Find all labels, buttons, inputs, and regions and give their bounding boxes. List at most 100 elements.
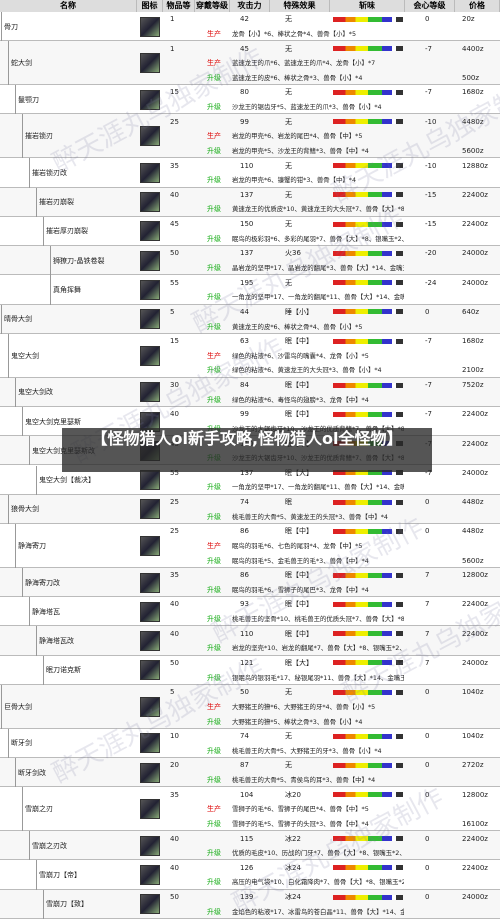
- material-text: 银眠鸟的银羽毛*17、秘银尾羽*11、兽骨【大】*14、金嘴玉*3: [232, 673, 404, 682]
- effect: 眠【中】: [285, 600, 313, 609]
- material-text: 岩龙的坚壳*10、岩龙的翻尾*7、兽骨【大】*8、银嘴玉*2、七彩的尾羽*4: [232, 644, 404, 653]
- material-kind: 升级: [207, 907, 221, 916]
- weapon-icon: [140, 162, 160, 183]
- material-text: 蓝速龙王的爪*6、蓝速龙王的爪*4、龙骨【小】*7: [232, 59, 376, 68]
- material-text: 眠鸟的羽毛*5、金毛兽王的毛*3、兽骨【中】*4: [232, 556, 369, 565]
- price: 4400z: [462, 44, 484, 53]
- weapon-name: 雪崩之刃: [25, 805, 53, 814]
- weapon-name: 晴骨大剑: [4, 315, 32, 324]
- crit: 0: [425, 688, 430, 697]
- item-level: 40: [170, 863, 179, 872]
- price: 4480z: [462, 498, 484, 507]
- sharpness-bar: [333, 16, 403, 22]
- row: [0, 12, 500, 42]
- item-level: 5: [170, 307, 175, 316]
- weapon-name: 摧岩锁刃改: [32, 168, 67, 177]
- crit: 0: [425, 498, 430, 507]
- row: [0, 524, 500, 568]
- row: [0, 85, 500, 115]
- sharpness-bar: [333, 250, 403, 256]
- material-text: 绿色的粘液*6、黄速龙王的大头冠*3、兽骨【小】*4: [232, 366, 382, 375]
- material-text: 岩龙的甲壳*6、岩龙的尾巴*4、兽骨【中】*5: [232, 132, 363, 141]
- effect: 眠: [285, 498, 292, 507]
- header-cell: 穿戴等级: [195, 0, 230, 12]
- item-level: 1: [170, 44, 175, 53]
- row: [0, 684, 500, 729]
- title-banner: 【怪物猎人ol新手攻略,怪物猎人ol全怪物】: [62, 428, 432, 472]
- weapon-name: 真角挥舞: [53, 285, 81, 294]
- weapon-name: 骨刀: [4, 22, 18, 31]
- material-kind: 升级: [207, 73, 221, 82]
- item-level: 40: [170, 410, 179, 419]
- material-text: 桃毛兽王的大骨*5、黄速龙王的头冠*3、兽骨【中】*4: [232, 512, 388, 521]
- tree-line: [1, 684, 2, 729]
- header-cell: 图标: [137, 0, 163, 12]
- attack: 86: [240, 571, 249, 580]
- material-text: 雪狮子的毛*5、雪狮子的头冠*3、兽骨【中】*4: [232, 819, 369, 828]
- item-level: 50: [170, 658, 179, 667]
- tree-line: [15, 758, 16, 788]
- effect: 眠【中】: [285, 629, 313, 638]
- item-level: 40: [170, 190, 179, 199]
- tree-line: [36, 187, 37, 217]
- row: [0, 158, 500, 188]
- price: 22400z: [462, 410, 488, 419]
- material-text: 眠鸟的极彩羽*6、多彩的尾羽*7、兽骨【大】*8、银嘴玉*2、岩龙的尾巴*4: [232, 234, 404, 243]
- material-kind: 升级: [207, 395, 221, 404]
- sharpness-bar: [333, 192, 403, 198]
- material-kind: 升级: [207, 366, 221, 375]
- weapon-icon: [140, 192, 160, 213]
- material-kind: 升级: [207, 585, 221, 594]
- attack: 84: [240, 381, 249, 390]
- weapon-icon: [140, 865, 160, 886]
- tree-line: [43, 655, 44, 685]
- weapon-name: 摧岩刃崩裂: [39, 198, 74, 207]
- tree-line: [22, 567, 23, 598]
- weapon-icon: [140, 762, 160, 783]
- attack: 44: [240, 307, 249, 316]
- weapon-name: 鬼空大剑: [11, 351, 39, 360]
- price: 1040z: [462, 732, 484, 741]
- price: 22400z: [462, 863, 488, 872]
- crit: 0: [425, 307, 430, 316]
- weapon-icon: [140, 894, 160, 915]
- effect: 冰24: [285, 893, 301, 902]
- row: [0, 216, 500, 247]
- material-kind: 升级: [207, 849, 221, 858]
- effect: 冰20: [285, 790, 301, 799]
- crit: 0: [425, 761, 430, 770]
- attack: 45: [240, 44, 249, 53]
- crit: -24: [425, 278, 437, 287]
- price: 5600z: [462, 556, 484, 565]
- weapon-name: 雪崩刀【致】: [46, 900, 88, 909]
- crit: -7: [425, 381, 432, 390]
- material-text: 雪狮子的毛*6、雪狮子的尾巴*4、兽骨【中】*5: [232, 805, 369, 814]
- item-level: 1: [170, 15, 175, 24]
- effect: 眠【大】: [285, 468, 313, 477]
- material-text: 绿色的粘液*6、毒怪鸟的翅膀*3、龙骨【中】*4: [232, 395, 369, 404]
- crit: 7: [425, 629, 430, 638]
- material-kind: 升级: [207, 512, 221, 521]
- material-text: 岩龙的甲壳*6、镰蟹的钳*3、兽骨【中】*4: [232, 176, 357, 185]
- price: 22400z: [462, 220, 488, 229]
- item-level: 45: [170, 220, 179, 229]
- attack: 87: [240, 761, 249, 770]
- material-kind: 升级: [207, 176, 221, 185]
- crit: 0: [425, 15, 430, 24]
- weapon-icon: [140, 89, 160, 110]
- row: [0, 567, 500, 598]
- material-kind: 生产: [207, 351, 221, 360]
- row: [0, 626, 500, 656]
- weapon-icon: [140, 126, 160, 147]
- tree-line: [36, 860, 37, 890]
- sharpness-bar: [333, 601, 403, 607]
- material-text: 沙龙王的锯齿牙*5、蓝速龙王的爪*3、兽骨【小】*4: [232, 103, 382, 112]
- effect: 无: [285, 161, 292, 170]
- tree-line: [36, 465, 37, 495]
- material-kind: 生产: [207, 132, 221, 141]
- price: 24000z: [462, 468, 488, 477]
- weapon-icon: [140, 279, 160, 300]
- tree-line: [8, 494, 9, 524]
- sharpness-bar: [333, 382, 403, 388]
